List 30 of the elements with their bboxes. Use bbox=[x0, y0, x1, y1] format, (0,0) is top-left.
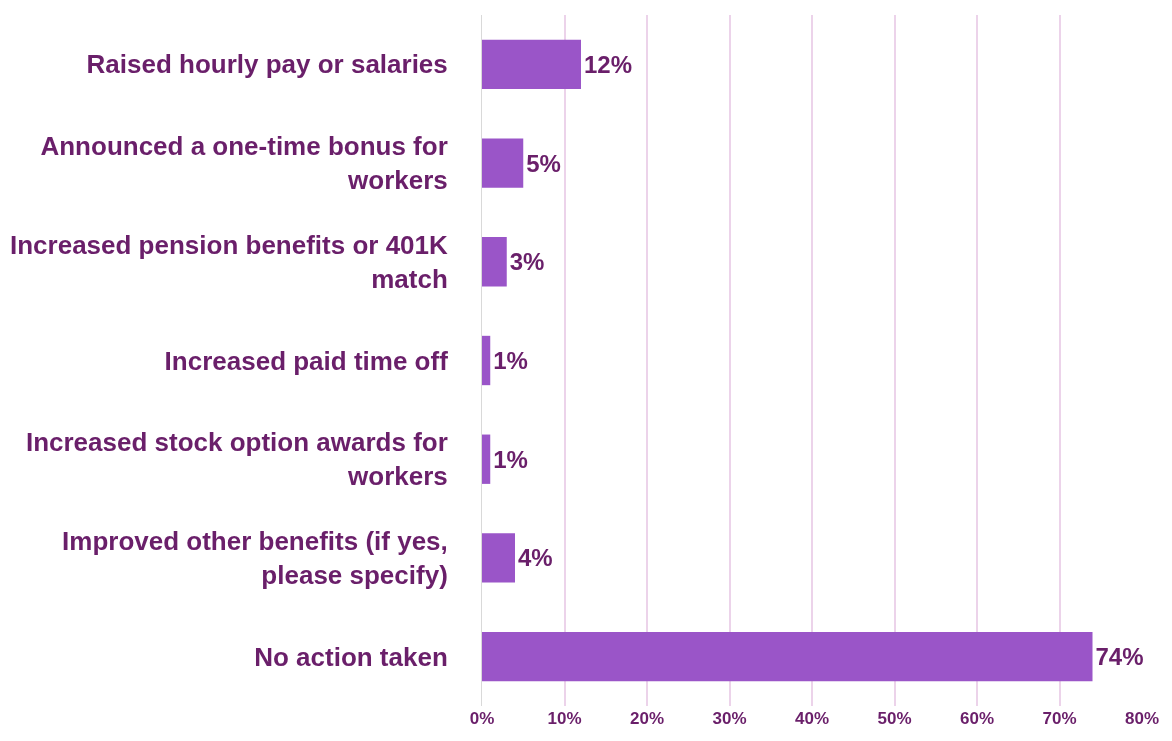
x-tick-label: 40% bbox=[794, 709, 830, 728]
data-label: 1% bbox=[493, 347, 528, 374]
bar bbox=[482, 237, 507, 287]
y-tick-label: Improved other benefits (if yes, please specify) bbox=[62, 526, 448, 590]
y-tick-label: Announced a one-time bonus for workers bbox=[40, 131, 448, 196]
x-tick-label: 10% bbox=[547, 709, 582, 728]
bar bbox=[482, 39, 581, 90]
y-tick-label: No action taken bbox=[254, 641, 448, 672]
data-label: 5% bbox=[526, 149, 561, 177]
y-tick-label: Increased pension benefits or 401K match bbox=[9, 229, 449, 294]
x-tick-label: 70% bbox=[1042, 709, 1077, 728]
bar bbox=[482, 631, 1093, 682]
x-tick-label: 60% bbox=[959, 709, 995, 728]
bar bbox=[482, 434, 491, 484]
data-label: 74% bbox=[1095, 643, 1144, 671]
x-tick-label: 50% bbox=[877, 709, 912, 728]
data-label: 4% bbox=[518, 544, 553, 572]
y-tick-label: Increased stock option awards for workers bbox=[25, 427, 448, 492]
data-label: 1% bbox=[493, 445, 528, 473]
x-tick-label: 80% bbox=[1124, 709, 1160, 728]
bar bbox=[482, 138, 524, 188]
bar bbox=[482, 335, 491, 386]
bar bbox=[482, 533, 515, 583]
y-tick-label: Increased paid time off bbox=[164, 345, 449, 376]
y-tick-label: Raised hourly pay or salaries bbox=[86, 49, 448, 80]
data-label: 12% bbox=[584, 50, 633, 78]
x-tick-label: 30% bbox=[712, 709, 747, 728]
x-tick-label: 0% bbox=[469, 709, 495, 728]
x-tick-label: 20% bbox=[629, 709, 665, 728]
data-label: 3% bbox=[509, 248, 545, 276]
